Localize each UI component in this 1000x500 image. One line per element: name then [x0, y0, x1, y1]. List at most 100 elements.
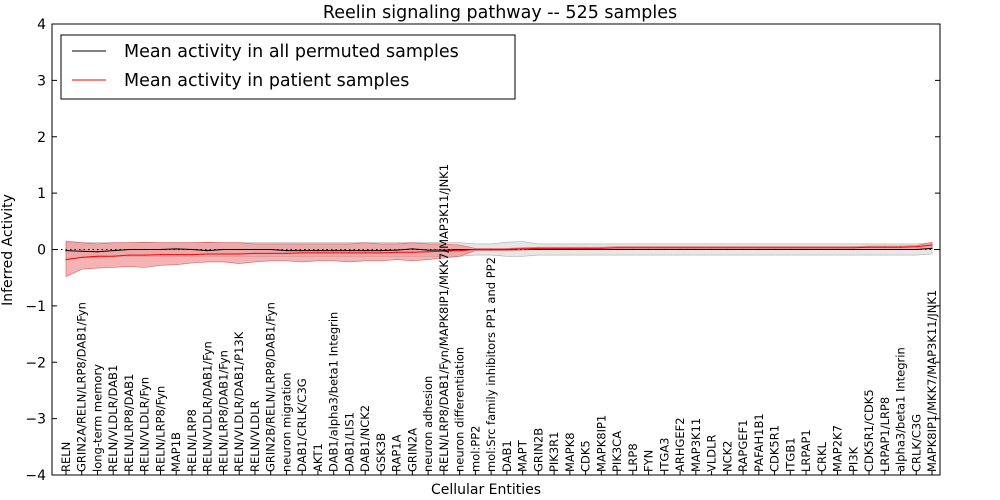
data-point — [238, 248, 240, 251]
y-tick-label: −1 — [25, 299, 46, 315]
data-point — [191, 248, 193, 251]
data-point — [443, 250, 445, 252]
data-point — [569, 248, 571, 251]
data-point — [238, 253, 240, 255]
data-point — [821, 248, 823, 251]
x-tick-label: DAB1/CRLK/C3G — [295, 378, 309, 472]
x-tick-label: DAB1 — [500, 440, 514, 472]
data-point — [285, 250, 288, 252]
data-point — [191, 253, 193, 256]
x-tick-label: alpha3/beta1 Integrin — [894, 347, 908, 472]
data-point — [96, 251, 99, 253]
y-tick-label: 1 — [37, 186, 46, 202]
data-point — [726, 247, 728, 249]
x-tick-label: PIK3CA — [610, 431, 624, 472]
data-point — [443, 249, 445, 251]
data-point — [805, 247, 807, 249]
data-point — [915, 248, 917, 251]
data-point — [128, 254, 130, 256]
y-tick-label: −2 — [25, 355, 46, 371]
data-point — [663, 248, 665, 251]
data-point — [364, 252, 366, 254]
data-point — [317, 252, 319, 254]
data-point — [270, 248, 272, 251]
data-point — [852, 248, 854, 251]
x-tick-label: DAB1/LIS1 — [342, 412, 356, 472]
data-point — [773, 247, 776, 249]
x-tick-label: LRPAP1/LRP8 — [878, 397, 892, 472]
x-tick-label: GRIN2B/RELN/LRP8/DAB1/Fyn — [264, 302, 278, 472]
x-tick-label: DAB1/alpha3/beta1 Integrin — [327, 312, 341, 472]
x-tick-label: CDK5 — [579, 440, 593, 472]
data-point — [301, 250, 303, 252]
y-tick-label: 4 — [37, 17, 46, 33]
data-point — [427, 251, 429, 253]
data-point — [96, 255, 99, 257]
y-tick-label: 3 — [37, 73, 46, 89]
data-point — [773, 248, 776, 251]
x-tick-label: RELN/LRP8/Fyn — [153, 386, 167, 472]
data-point — [317, 250, 319, 252]
data-point — [364, 250, 366, 252]
data-point — [789, 248, 791, 251]
data-point — [884, 246, 886, 248]
x-tick-label: GRIN2B — [531, 428, 545, 472]
legend-entry-patient: Mean activity in patient samples — [124, 71, 409, 91]
data-point — [899, 246, 902, 248]
data-point — [789, 247, 791, 249]
data-point — [144, 248, 146, 251]
x-tick-label: MAP3K11 — [689, 418, 703, 472]
data-point — [679, 247, 681, 249]
x-tick-label: GRIN2A/RELN/LRP8/DAB1/Fyn — [75, 302, 89, 472]
data-point — [65, 250, 67, 252]
x-tick-label: AKT1 — [311, 443, 325, 472]
x-tick-label: ARHGEF2 — [673, 417, 687, 472]
data-point — [222, 248, 225, 251]
data-point — [742, 247, 744, 249]
x-tick-label: DAB1/NCK2 — [358, 405, 372, 472]
data-point — [632, 247, 634, 249]
x-tick-label: CRKL — [815, 441, 829, 472]
data-point — [585, 247, 587, 249]
x-tick-label: RELN/VLDLR/DAB1/P13K — [232, 331, 246, 472]
data-point — [333, 250, 335, 252]
x-tick-label: NCK2 — [720, 441, 734, 473]
y-tick-label: 0 — [37, 243, 46, 259]
data-point — [396, 251, 398, 253]
y-tick-label: −3 — [25, 412, 46, 428]
x-tick-label: ITGA3 — [657, 437, 671, 472]
data-point — [112, 250, 114, 252]
data-point — [553, 247, 555, 249]
data-point — [632, 248, 634, 251]
data-point — [411, 248, 413, 250]
x-tick-label: PAFAH1B1 — [752, 413, 766, 472]
data-point — [537, 248, 539, 251]
data-point — [836, 247, 839, 249]
data-point — [931, 247, 933, 249]
x-tick-label: FYN — [642, 450, 656, 472]
x-tick-label: PIK3R1 — [547, 432, 561, 473]
data-point — [805, 248, 807, 251]
chart-title: Reelin signaling pathway -- 525 samples — [323, 3, 677, 23]
data-point — [459, 248, 461, 251]
x-axis-label: Cellular Entities — [431, 482, 541, 498]
data-point — [695, 248, 697, 251]
data-point — [710, 248, 713, 251]
data-point — [159, 253, 162, 256]
data-point — [380, 252, 382, 254]
x-tick-label: MAPK8IP1 — [594, 415, 608, 472]
data-point — [396, 249, 398, 251]
data-point — [270, 252, 272, 255]
x-axis: RELN GRIN2A/RELN/LRP8/DAB1/Fyn long-term m… — [59, 164, 939, 475]
data-point — [207, 250, 209, 252]
data-point — [380, 250, 382, 252]
data-point — [537, 247, 539, 249]
x-tick-label: ITGB1 — [783, 437, 797, 472]
data-point — [175, 248, 177, 250]
data-point — [207, 253, 209, 255]
x-tick-label: RELN/VLDLR/DAB1/Fyn — [201, 341, 215, 472]
data-point — [915, 246, 917, 248]
data-point — [868, 248, 870, 251]
x-tick-label: mol:PP2 — [468, 425, 482, 472]
data-point — [348, 252, 351, 254]
